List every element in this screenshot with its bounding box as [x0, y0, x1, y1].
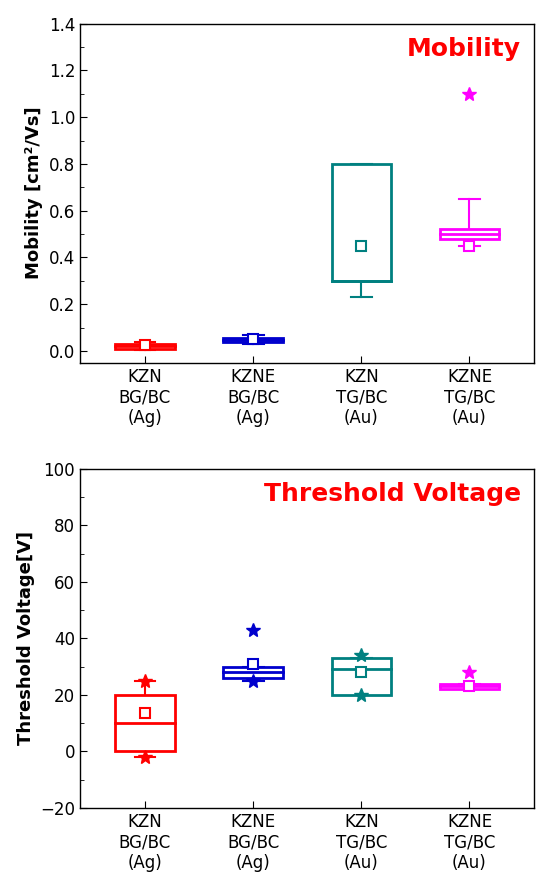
Bar: [440, 229, 499, 239]
Bar: [223, 667, 283, 678]
Bar: [440, 684, 499, 689]
Bar: [223, 338, 283, 341]
Bar: [115, 344, 175, 348]
Bar: [332, 164, 391, 281]
Bar: [115, 695, 175, 751]
Bar: [332, 658, 391, 695]
Text: Threshold Voltage: Threshold Voltage: [263, 483, 521, 507]
Y-axis label: Threshold Voltage[V]: Threshold Voltage[V]: [17, 532, 35, 745]
Y-axis label: Mobility [cm²/Vs]: Mobility [cm²/Vs]: [25, 107, 43, 279]
Text: Mobility: Mobility: [407, 37, 521, 61]
